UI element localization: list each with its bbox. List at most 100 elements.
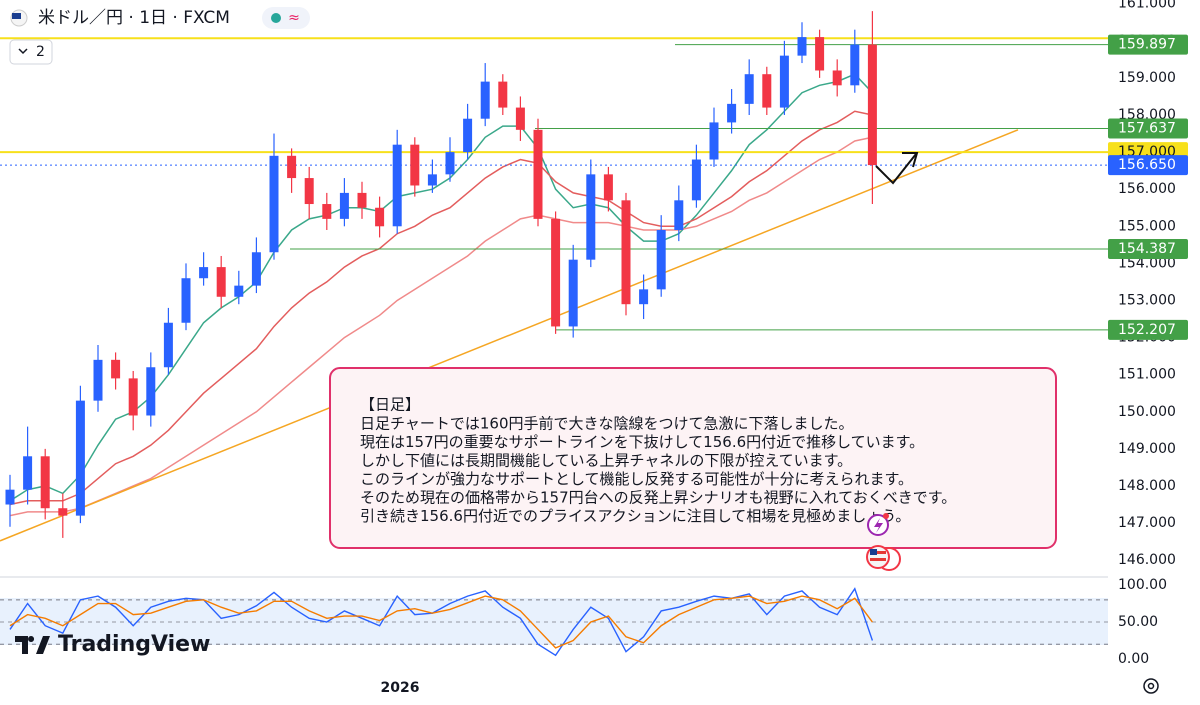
moving-average [9, 136, 873, 517]
status-pill[interactable] [262, 7, 310, 29]
candle-body [234, 285, 244, 297]
candle-body [427, 174, 437, 186]
candle-body [463, 118, 473, 153]
price-tag-label: 157.637 [1118, 120, 1176, 136]
rsi-tick-label: 100.00 [1118, 577, 1167, 593]
candle-body [568, 259, 578, 327]
rsi-pane [0, 587, 1108, 657]
candle-body [691, 159, 701, 201]
price-pane [0, 11, 1108, 542]
candle-body [603, 174, 613, 201]
y-tick-label: 156.000 [1118, 181, 1176, 197]
annotation-box [329, 367, 1057, 549]
x-axis-label: 2026 [381, 680, 420, 696]
candle-body [146, 367, 156, 416]
candle-body [339, 192, 349, 219]
price-tag-label: 159.897 [1118, 37, 1176, 53]
candle-body [392, 144, 402, 227]
candle-body [181, 278, 191, 323]
logo-mark [15, 636, 50, 654]
candle-body [551, 218, 561, 327]
price-tag-label: 156.650 [1118, 157, 1176, 173]
y-tick-label: 149.000 [1118, 441, 1176, 457]
candle-body [128, 378, 138, 416]
arrow-head [902, 152, 919, 168]
rsi-tick-label: 50.00 [1118, 614, 1158, 630]
y-tick-label: 155.000 [1118, 218, 1176, 234]
flag-stripe [870, 551, 886, 554]
annotation-line: 現在は157円の重要なサポートラインを下抜けして156.6円付近で推移しています… [360, 433, 924, 451]
price-tag-label: 152.207 [1118, 322, 1176, 338]
candle-body [410, 144, 420, 186]
candle-body [639, 289, 649, 305]
y-tick-label: 159.000 [1118, 70, 1176, 86]
indicator-count: 2 [36, 44, 45, 60]
candle-body [5, 489, 15, 505]
price-tag [1108, 319, 1188, 340]
rsi-line [9, 595, 873, 649]
annotation-lines: 日足チャートでは160円手前で大きな陰線をつけて急激に下落しました。現在は157… [360, 415, 956, 526]
candle-body [322, 204, 332, 219]
settings-icon-center [1147, 682, 1155, 690]
settings-icon[interactable] [1143, 678, 1159, 694]
y-tick-label: 146.000 [1118, 552, 1176, 568]
candle-body [832, 70, 842, 86]
candle-body [533, 129, 543, 219]
candle-body [375, 207, 385, 227]
candle-body [762, 74, 772, 108]
candle-body [709, 122, 719, 160]
y-tick-label: 147.000 [1118, 515, 1176, 531]
candle-body [480, 81, 490, 119]
rsi-band-fill [0, 598, 1108, 645]
annotation-title: 【日足】 [360, 396, 420, 414]
candle-body [287, 155, 297, 179]
candle-body [586, 174, 596, 260]
chevron [18, 48, 28, 55]
price-tag [1108, 118, 1188, 139]
arrow [875, 153, 917, 185]
candle-body [58, 508, 68, 516]
annotation-line: 日足チャートでは160円手前で大きな陰線をつけて急激に下落しました。 [360, 415, 853, 433]
candle-body [656, 230, 666, 290]
candle-body [797, 37, 807, 56]
candle-body [744, 74, 754, 104]
candle-body [75, 400, 85, 516]
candle-body [867, 44, 877, 166]
indicator-toggle[interactable] [9, 39, 53, 65]
candle-body [498, 81, 508, 108]
price-tag [1108, 239, 1188, 260]
symbol-flag-canton [12, 13, 21, 19]
price-tag [1108, 155, 1188, 176]
logo-text: TradingView [58, 632, 210, 657]
flag-canton [870, 549, 877, 555]
price-tag [1108, 34, 1188, 55]
candle-body [163, 322, 173, 368]
candle-body [357, 192, 367, 208]
y-tick-label: 151.000 [1118, 367, 1176, 383]
event-dot [883, 513, 889, 519]
market-status [271, 13, 281, 23]
candle-body [515, 107, 525, 130]
rsi-tick-label: 0.00 [1118, 651, 1149, 667]
candle-body [199, 267, 209, 279]
candle-body [815, 37, 825, 71]
flag-stripe [870, 558, 886, 561]
candle-body [251, 252, 261, 286]
candle-body [621, 200, 631, 305]
y-tick-label: 161.000 [1118, 0, 1176, 12]
y-tick-label: 153.000 [1118, 292, 1176, 308]
candle-body [727, 103, 737, 123]
price-tag-label: 154.387 [1118, 241, 1176, 257]
status-icon: ≈ [288, 10, 300, 26]
annotation-line: そのため現在の価格帯から157円台への反発上昇シナリオも視野に入れておくべきです… [360, 489, 956, 507]
candle-body [850, 44, 860, 86]
y-tick-label: 154.000 [1118, 255, 1176, 271]
symbol-title[interactable]: 米ドル／円 · 1日 · FXCM [38, 8, 230, 28]
candle-body [23, 456, 33, 490]
candle-body [269, 155, 279, 253]
candle-body [779, 55, 789, 108]
candle-body [111, 359, 121, 379]
y-tick-label: 150.000 [1118, 404, 1176, 420]
candle-body [445, 152, 455, 175]
